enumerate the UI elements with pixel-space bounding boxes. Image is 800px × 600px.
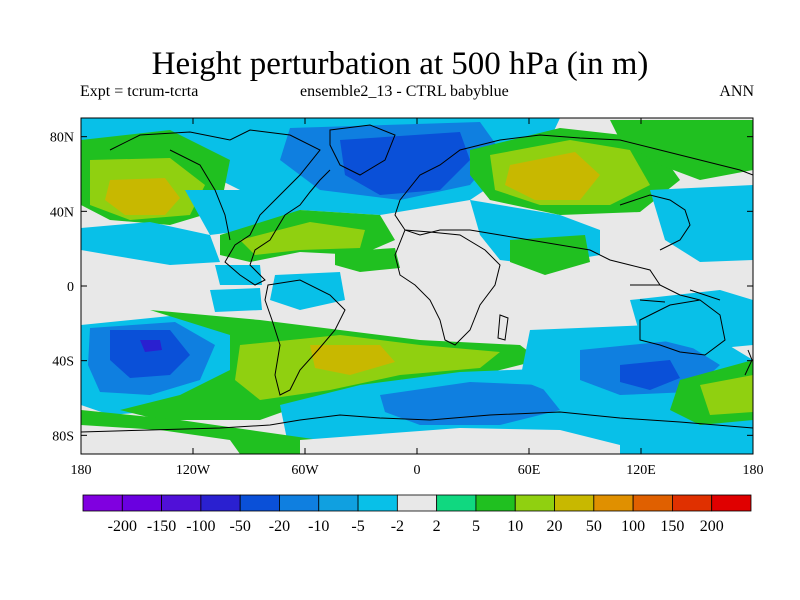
colorbar-swatch	[593, 494, 634, 512]
coast-south-america	[264, 279, 346, 396]
colorbar-label: -50	[230, 518, 251, 535]
colorbar-swatch	[239, 494, 280, 512]
colorbar-label: 100	[621, 518, 645, 535]
region-antarctic-west-grey	[81, 425, 240, 454]
colorbar-label: -5	[351, 518, 364, 535]
coast-north-america	[109, 129, 331, 286]
colorbar-label: 50	[586, 518, 602, 535]
colorbar: -200 -150 -100 -50 -20 -10 -5 -2 2 5 10 20 50 100 150 2…	[82, 494, 752, 535]
region-south-pacific-core	[110, 330, 190, 378]
season-label: ANN	[719, 83, 754, 100]
colorbar-label: -2	[391, 518, 404, 535]
colorbar-label: 2	[433, 518, 441, 535]
region-antarctic-light-grey	[300, 428, 620, 454]
y-tick-label: 80S	[52, 429, 74, 444]
region-siberia-core	[505, 152, 600, 200]
coast-greenland	[329, 124, 396, 176]
colorbar-swatch	[279, 494, 320, 512]
colorbar-label: -150	[147, 518, 176, 535]
coastlines	[81, 124, 753, 433]
x-tick-label: 120W	[176, 463, 211, 478]
colorbar-label: -10	[308, 518, 329, 535]
colorbar-label: 200	[700, 518, 724, 535]
experiment-label: Expt = tcrum-tcrta	[80, 83, 199, 100]
colorbar-label: -100	[186, 518, 215, 535]
colorbar-swatch	[200, 494, 241, 512]
region-tropical-west-cyan	[210, 288, 262, 312]
colorbar-swatch	[436, 494, 477, 512]
x-tick-label: 60W	[291, 463, 319, 478]
x-tick-label: 120E	[626, 463, 656, 478]
colorbar-swatch	[318, 494, 359, 512]
coast-australia	[639, 299, 726, 356]
y-tick-label: 0	[67, 280, 74, 295]
colorbar-swatch	[475, 494, 516, 512]
x-tick-label: 60E	[518, 463, 541, 478]
y-tick-label: 80N	[50, 131, 74, 146]
colorbar-label: 150	[660, 518, 684, 535]
y-tick-label: 40N	[50, 205, 74, 220]
colorbar-label: -200	[108, 518, 137, 535]
region-atlantic-yellow	[240, 222, 365, 255]
x-tick-label: 0	[414, 463, 421, 478]
region-arctic-negative-inner	[340, 132, 470, 195]
region-east-asia-green	[610, 120, 753, 180]
region-tropical-pacific-cyan	[215, 265, 262, 285]
ensemble-label: ensemble2_13 - CTRL babyblue	[300, 83, 509, 100]
x-tick-label: 180	[71, 463, 92, 478]
coast-europe-asia	[394, 134, 753, 286]
coast-africa	[394, 229, 501, 346]
region-north-pacific-core	[105, 178, 180, 215]
coast-antarctica	[81, 411, 753, 433]
region-south-atlantic-core	[310, 345, 395, 375]
colorbar-swatch	[632, 494, 673, 512]
colorbar-swatch	[711, 494, 752, 512]
region-south-pacific-deep	[140, 340, 162, 352]
colorbar-label: 20	[547, 518, 563, 535]
colorbar-label: -20	[269, 518, 290, 535]
region-north-pacific-cyan	[81, 222, 220, 265]
colorbar-swatch	[121, 494, 162, 512]
colorbar-label: 5	[472, 518, 480, 535]
axes: 180 120W 60W 0 60E 120E 180 80N 40N 0 40S 80S	[50, 118, 764, 478]
x-tick-label: 180	[743, 463, 764, 478]
region-australia-cyan	[630, 290, 753, 350]
coast-madagascar	[497, 314, 509, 341]
region-mid-atlantic-green	[335, 248, 400, 272]
colorbar-swatch	[554, 494, 595, 512]
colorbar-swatch	[161, 494, 202, 512]
chart-title: Height perturbation at 500 hPa (in m)	[151, 46, 649, 82]
colorbar-label: 10	[507, 518, 523, 535]
colorbar-swatch	[396, 494, 438, 512]
colorbar-swatch	[672, 494, 713, 512]
colorbar-swatch	[357, 494, 398, 512]
coast-indonesia	[630, 284, 721, 303]
region-south-pacific-east-yellow	[700, 375, 753, 415]
colorbar-swatch	[514, 494, 555, 512]
region-south-indian-core	[620, 360, 680, 390]
contour-field	[81, 118, 753, 454]
coast-new-zealand	[744, 349, 753, 376]
colorbar-swatch	[82, 494, 123, 512]
y-tick-label: 40S	[52, 355, 74, 370]
region-mid-east-green	[510, 235, 590, 275]
